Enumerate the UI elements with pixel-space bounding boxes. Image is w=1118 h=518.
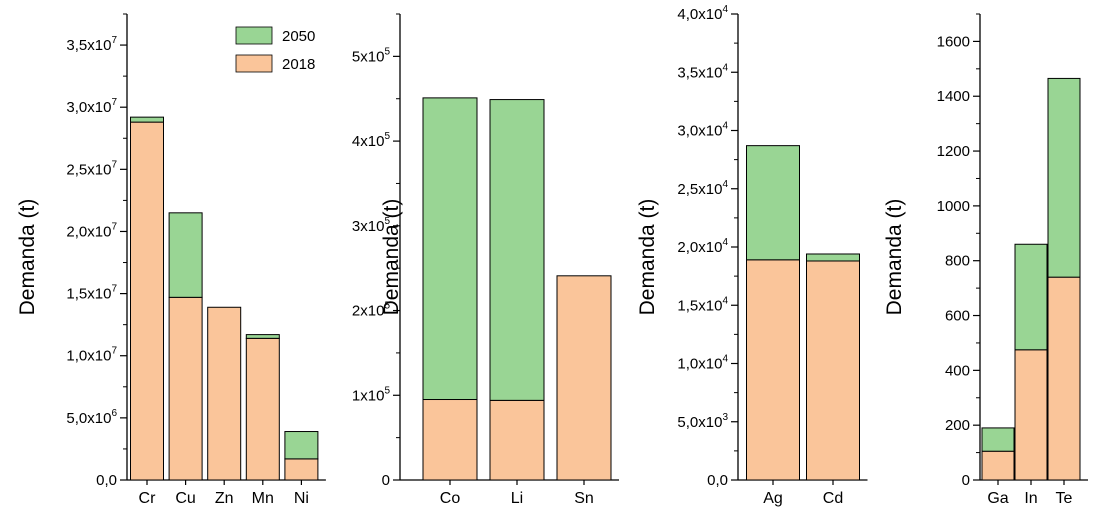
y-tick-label: 1,5x104: [677, 295, 728, 314]
bar-2018-ni: [284, 458, 319, 481]
bar-2050-cd: [806, 253, 860, 262]
y-tick-label: 200: [945, 417, 970, 434]
bar-2018-ag: [746, 259, 800, 481]
y-axis-title: Demanda (t): [380, 199, 403, 316]
y-tick-label: 1,5x107: [66, 284, 117, 303]
bar-2018-mn: [245, 337, 280, 481]
x-tick-label-li: Li: [511, 490, 523, 507]
y-tick-label: 3,0x107: [66, 97, 117, 116]
y-axis-title: Demanda (t): [16, 199, 39, 316]
y-tick-label: 800: [945, 253, 970, 270]
bar-2018-li: [489, 399, 545, 481]
y-tick-label: 5,0x103: [677, 412, 728, 431]
bar-2050-in: [1014, 243, 1048, 351]
y-tick-label: 4x105: [352, 131, 391, 150]
legend-swatch-2050: [235, 26, 273, 45]
y-tick-label: 1x105: [352, 385, 391, 404]
y-tick-label: 3,5x107: [66, 35, 117, 54]
x-tick-label-te: Te: [1056, 490, 1073, 507]
y-tick-label: 2,0x104: [677, 237, 728, 256]
x-tick-label-cr: Cr: [139, 490, 157, 507]
y-tick-label: 2x105: [352, 301, 391, 320]
y-tick-label: 4,0x104: [677, 4, 728, 23]
legend-swatch-2018: [235, 54, 273, 73]
y-axis-title: Demanda (t): [636, 199, 659, 316]
y-tick-label: 1,0x104: [677, 354, 728, 373]
bar-2050-li: [489, 99, 545, 401]
x-tick-label-mn: Mn: [252, 490, 274, 507]
y-tick-label: 5,0x106: [66, 408, 117, 427]
x-tick-label-ag: Ag: [763, 490, 783, 507]
y-tick-label: 3,0x104: [677, 121, 728, 140]
y-tick-label: 0: [962, 472, 970, 489]
bar-2018-sn: [556, 275, 612, 481]
y-tick-label: 3,5x104: [677, 62, 728, 81]
bar-2018-zn: [207, 306, 242, 481]
chart-panel-1: 0,0 5,0x106 1,0x107 1,5x107 2,0x107 2,5x107 3,…: [16, 13, 326, 507]
y-tick-label: 5x105: [352, 46, 391, 65]
y-tick-label: 2,5x104: [677, 179, 728, 198]
y-tick-label: 0,0: [707, 472, 728, 489]
bar-2018-cd: [806, 260, 860, 481]
x-tick-label-cd: Cd: [823, 490, 843, 507]
x-tick-label-ga: Ga: [987, 490, 1008, 507]
y-tick-label: 1,0x107: [66, 346, 117, 365]
x-tick-label-co: Co: [440, 490, 461, 507]
y-tick-label: 400: [945, 362, 970, 379]
y-axis-title: Demanda (t): [883, 199, 906, 316]
bar-2050-ag: [746, 145, 800, 261]
bar-2018-co: [422, 399, 478, 481]
y-tick-label: 2,5x107: [66, 159, 117, 178]
y-tick-label: 2,0x107: [66, 221, 117, 240]
y-tick-label: 0: [382, 472, 390, 489]
legend: 2050 2018: [235, 26, 315, 73]
x-tick-label-cu: Cu: [175, 490, 195, 507]
legend-label-2050: 2050: [282, 28, 315, 45]
legend-label-2018: 2018: [282, 56, 315, 73]
y-tick-label: 600: [945, 308, 970, 325]
bar-2050-mn: [245, 334, 280, 339]
y-tick-label: 1200: [937, 143, 970, 160]
bar-2018-in: [1014, 349, 1048, 481]
chart-panel-4: 0 200 400 600 800 1000 1200 1400 1600 Demanda (t)…: [883, 13, 1088, 507]
bar-2050-cu: [168, 212, 203, 298]
bar-2018-ga: [981, 450, 1015, 481]
bar-2018-cr: [130, 121, 164, 481]
x-tick-label-ni: Ni: [294, 490, 309, 507]
bar-2050-ni: [284, 431, 319, 460]
x-tick-label-zn: Zn: [215, 490, 234, 507]
chart-panel-3: 0,0 5,0x103 1,0x104 1,5x104 2,0x104 2,5x104 3,…: [636, 4, 868, 507]
bar-2050-cr: [130, 116, 164, 123]
y-tick-label: 1600: [937, 33, 970, 50]
chart-panel-2: 0 1x105 2x105 3x105 4x105 5x105 Demanda (t) Co L…: [352, 13, 619, 507]
bar-2050-te: [1047, 77, 1081, 278]
bar-2050-co: [422, 97, 478, 401]
bar-2050-ga: [981, 427, 1015, 452]
bar-2018-te: [1047, 276, 1081, 481]
x-tick-label-in: In: [1024, 490, 1037, 507]
y-tick-label: 1000: [937, 198, 970, 215]
y-tick-label: 0,0: [96, 472, 117, 489]
y-tick-label: 3x105: [352, 216, 391, 235]
y-tick-label: 1400: [937, 88, 970, 105]
bar-2018-cu: [168, 296, 203, 481]
x-tick-label-sn: Sn: [574, 490, 594, 507]
